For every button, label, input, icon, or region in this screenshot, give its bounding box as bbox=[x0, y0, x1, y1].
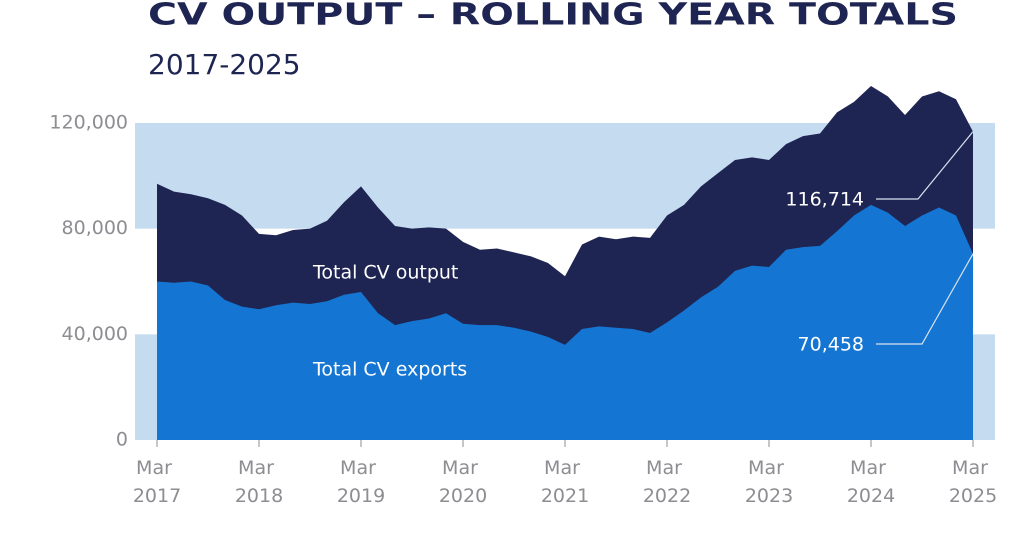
x-tick-label: Mar 2020 bbox=[439, 457, 487, 507]
x-tick-label: Mar 2017 bbox=[133, 457, 181, 507]
chart-subtitle: 2017-2025 bbox=[148, 48, 301, 81]
series-label: Total CV exports bbox=[312, 359, 467, 381]
series-label: Total CV output bbox=[312, 262, 458, 284]
area bbox=[157, 204, 973, 440]
y-tick-label: 120,000 bbox=[49, 111, 128, 133]
value-label: 70,458 bbox=[798, 334, 864, 356]
x-tick-label: Mar 2023 bbox=[745, 457, 793, 507]
leader-line bbox=[876, 253, 974, 345]
leader-line bbox=[876, 131, 974, 200]
y-tick-label: 40,000 bbox=[62, 323, 128, 345]
value-label: 116,714 bbox=[785, 189, 864, 211]
y-tick-label: 80,000 bbox=[62, 217, 128, 239]
x-tick-label: Mar 2021 bbox=[541, 457, 589, 507]
y-tick-label: 0 bbox=[116, 429, 128, 451]
x-tick-label: Mar 2018 bbox=[235, 457, 283, 507]
x-tick-label: Mar 2025 bbox=[949, 457, 997, 507]
chart-title: CV OUTPUT – ROLLING YEAR TOTALS bbox=[148, 0, 958, 33]
x-tick-label: Mar 2022 bbox=[643, 457, 691, 507]
x-tick-label: Mar 2019 bbox=[337, 457, 385, 507]
x-tick-label: Mar 2024 bbox=[847, 457, 895, 507]
